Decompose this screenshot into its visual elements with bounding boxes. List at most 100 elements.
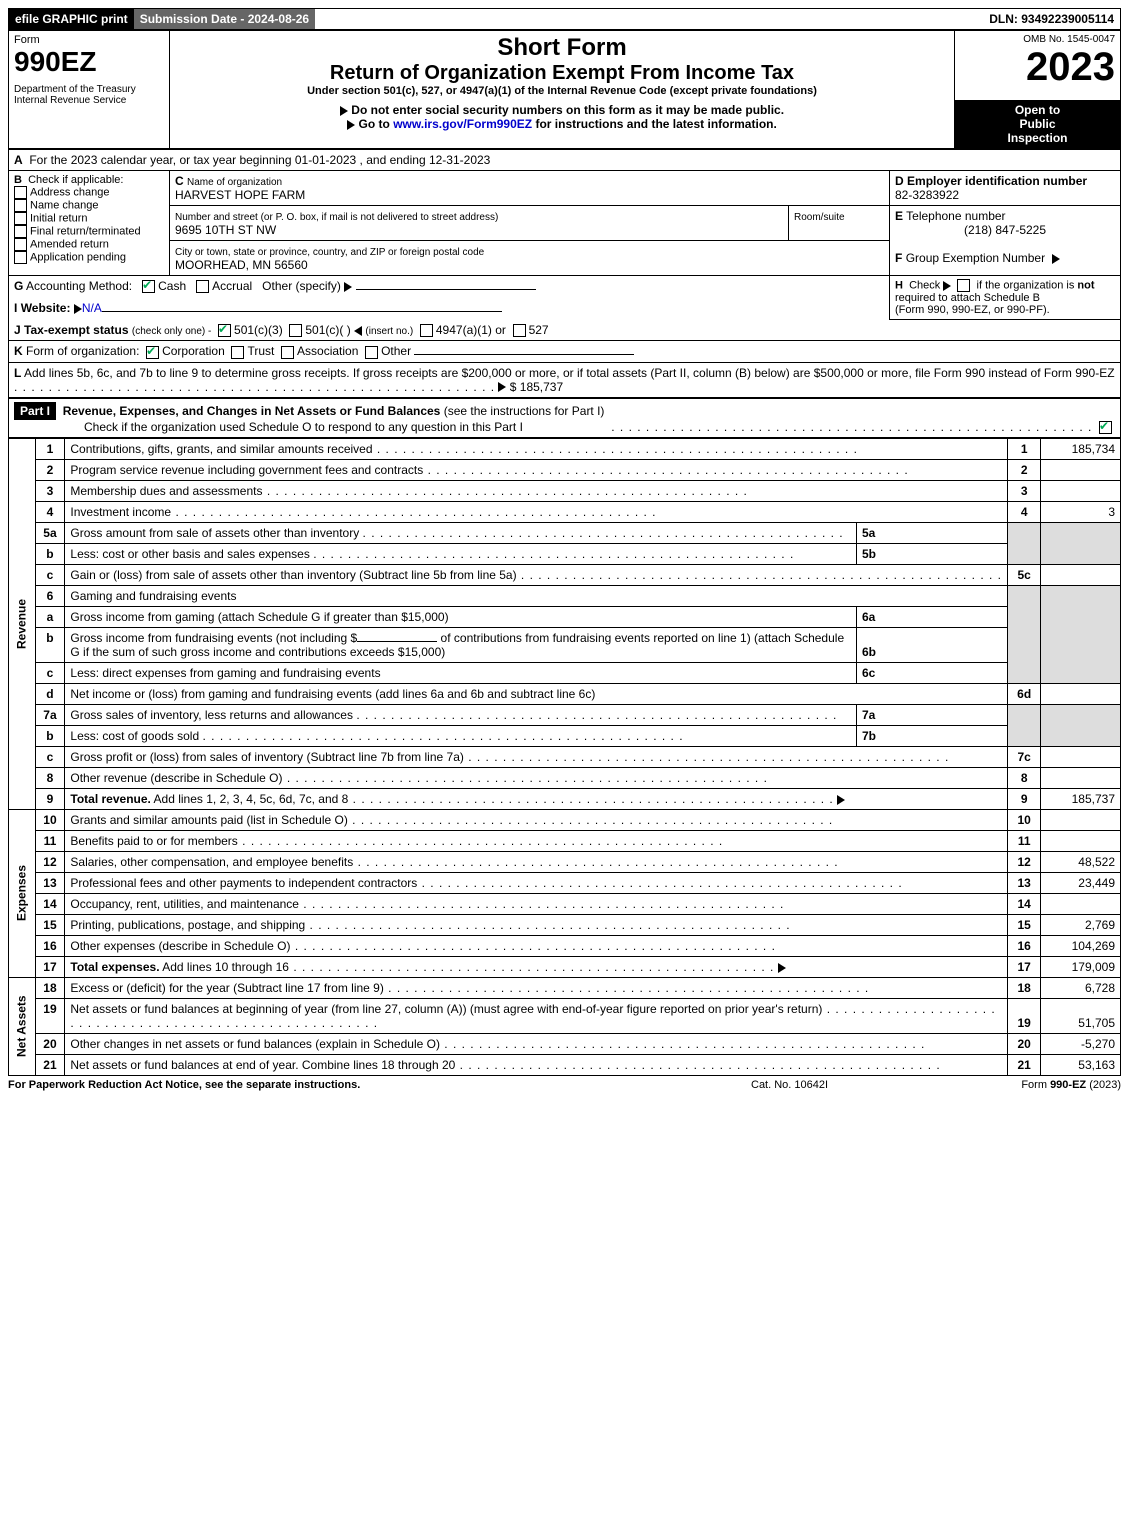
letter-A: A xyxy=(14,153,23,167)
dln: DLN: 93492239005114 xyxy=(983,9,1120,29)
goto-post: for instructions and the latest informat… xyxy=(532,117,777,131)
I-label: Website: xyxy=(21,301,71,315)
omb-number: OMB No. 1545-0047 xyxy=(960,34,1115,45)
line-17-txt: Total expenses. xyxy=(70,960,159,974)
part1-sub: (see the instructions for Part I) xyxy=(444,404,605,418)
G-label: Accounting Method: xyxy=(26,279,132,293)
check-trust[interactable] xyxy=(231,346,244,359)
ein: 82-3283922 xyxy=(895,188,959,202)
line-2-amt xyxy=(1041,459,1121,480)
website[interactable]: N/A xyxy=(82,301,102,315)
letter-D: D xyxy=(895,174,904,188)
line-1-num: 1 xyxy=(35,438,65,459)
topbar: efile GRAPHIC print Submission Date - 20… xyxy=(8,8,1121,30)
check-address-change[interactable] xyxy=(14,186,27,199)
check-name-change[interactable] xyxy=(14,199,27,212)
line-21-amt: 53,163 xyxy=(1041,1054,1121,1075)
line-4-txt: Investment income xyxy=(70,505,171,519)
line-2-txt: Program service revenue including govern… xyxy=(70,463,423,477)
line-21-txt: Net assets or fund balances at end of ye… xyxy=(70,1058,455,1072)
part1-title: Revenue, Expenses, and Changes in Net As… xyxy=(63,404,441,418)
part1-checkline: Check if the organization used Schedule … xyxy=(84,420,523,434)
part1-label: Part I xyxy=(14,402,56,420)
line-5a-txt: Gross amount from sale of assets other t… xyxy=(70,526,359,540)
line-11-amt xyxy=(1041,830,1121,851)
open-to-public: Open to Public Inspection xyxy=(955,100,1121,149)
line-9-amt: 185,737 xyxy=(1041,788,1121,809)
line-4-amt: 3 xyxy=(1041,501,1121,522)
F-label: Group Exemption Number xyxy=(906,251,1045,265)
footer-form: 990-EZ xyxy=(1050,1079,1086,1091)
line-20-txt: Other changes in net assets or fund bala… xyxy=(70,1037,440,1051)
arrow-icon xyxy=(837,795,845,805)
letter-C: C xyxy=(175,174,184,188)
dept-treasury: Department of the Treasury xyxy=(14,84,164,95)
letter-G: G xyxy=(14,279,23,293)
goto-pre: Go to xyxy=(359,117,394,131)
line-14-txt: Occupancy, rent, utilities, and maintena… xyxy=(70,897,299,911)
section-expenses: Expenses xyxy=(9,809,36,977)
phone: (218) 847-5225 xyxy=(895,223,1115,237)
arrow-left-icon xyxy=(354,326,362,336)
line-6c-txt: Less: direct expenses from gaming and fu… xyxy=(70,666,380,680)
check-initial-return[interactable] xyxy=(14,212,27,225)
line-3-txt: Membership dues and assessments xyxy=(70,484,262,498)
line-10-txt: Grants and similar amounts paid (list in… xyxy=(70,813,347,827)
line-14-amt xyxy=(1041,893,1121,914)
form-number: 990EZ xyxy=(14,46,164,78)
check-final-return[interactable] xyxy=(14,225,27,238)
check-accrual[interactable] xyxy=(196,280,209,293)
line-5c-amt xyxy=(1041,564,1121,585)
line-16-amt: 104,269 xyxy=(1041,935,1121,956)
city: MOORHEAD, MN 56560 xyxy=(175,258,308,272)
form-label: Form xyxy=(14,34,164,46)
C-street-label: Number and street (or P. O. box, if mail… xyxy=(175,212,498,223)
check-501c3[interactable] xyxy=(218,324,231,337)
line-7c-amt xyxy=(1041,746,1121,767)
arrow-icon xyxy=(943,281,951,291)
street: 9695 10TH ST NW xyxy=(175,223,276,237)
letter-K: K xyxy=(14,344,23,358)
arrow-icon xyxy=(344,282,352,292)
check-H[interactable] xyxy=(957,279,970,292)
check-corporation[interactable] xyxy=(146,346,159,359)
line-12-txt: Salaries, other compensation, and employ… xyxy=(70,855,353,869)
arrow-icon xyxy=(778,963,786,973)
other-specify-line xyxy=(356,289,536,290)
subtitle: Under section 501(c), 527, or 4947(a)(1)… xyxy=(175,85,949,97)
line-18-amt: 6,728 xyxy=(1041,977,1121,998)
check-association[interactable] xyxy=(281,346,294,359)
check-4947[interactable] xyxy=(420,324,433,337)
irs: Internal Revenue Service xyxy=(14,95,164,106)
ssn-warning: Do not enter social security numbers on … xyxy=(351,103,784,117)
line-7c-txt: Gross profit or (loss) from sales of inv… xyxy=(70,750,463,764)
line-6-txt: Gaming and fundraising events xyxy=(70,589,236,603)
check-501c[interactable] xyxy=(289,324,302,337)
D-label: Employer identification number xyxy=(907,174,1087,188)
check-amended[interactable] xyxy=(14,238,27,251)
line-11-txt: Benefits paid to or for members xyxy=(70,834,237,848)
K-label: Form of organization: xyxy=(26,344,139,358)
line-A: For the 2023 calendar year, or tax year … xyxy=(29,153,490,167)
check-other[interactable] xyxy=(365,346,378,359)
line-8-amt xyxy=(1041,767,1121,788)
line-1-amt: 185,734 xyxy=(1041,438,1121,459)
letter-F: F xyxy=(895,251,902,265)
submission-date: Submission Date - 2024-08-26 xyxy=(134,9,315,29)
L-value: $ 185,737 xyxy=(510,380,563,394)
check-schedule-o[interactable] xyxy=(1099,421,1112,434)
section-revenue: Revenue xyxy=(9,438,36,809)
letter-B: B xyxy=(14,174,22,186)
section-netassets: Net Assets xyxy=(9,977,36,1075)
check-527[interactable] xyxy=(513,324,526,337)
goto-link[interactable]: www.irs.gov/Form990EZ xyxy=(393,117,532,131)
part1-lines: Revenue 1 Contributions, gifts, grants, … xyxy=(8,438,1121,1076)
line-7a-txt: Gross sales of inventory, less returns a… xyxy=(70,708,353,722)
line-1-txt: Contributions, gifts, grants, and simila… xyxy=(70,442,372,456)
line-10-amt xyxy=(1041,809,1121,830)
check-cash[interactable] xyxy=(142,280,155,293)
C-name-label: Name of organization xyxy=(187,177,282,188)
check-application-pending[interactable] xyxy=(14,251,27,264)
line-19-txt: Net assets or fund balances at beginning… xyxy=(70,1002,822,1016)
efile-print[interactable]: efile GRAPHIC print xyxy=(9,9,134,29)
